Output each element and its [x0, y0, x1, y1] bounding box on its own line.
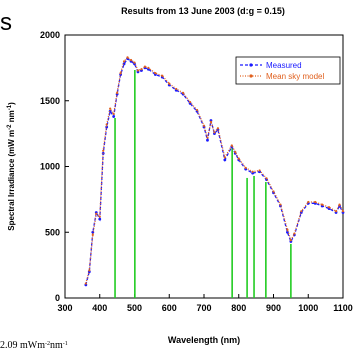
y-tick-label: 0: [55, 293, 60, 303]
data-point: [265, 177, 268, 180]
data-point: [321, 203, 324, 206]
data-point: [213, 131, 216, 134]
data-point: [168, 82, 171, 85]
y-axis-label-part: -2: [7, 124, 13, 130]
data-point: [109, 107, 112, 110]
data-point: [126, 56, 129, 59]
data-point: [116, 91, 119, 94]
data-point: [286, 230, 289, 234]
data-point: [140, 68, 143, 71]
x-tick-label: 1100: [333, 303, 353, 313]
data-point: [216, 127, 219, 130]
data-point: [206, 136, 209, 139]
series-line: [85, 57, 344, 286]
data-point: [341, 210, 345, 213]
data-point: [98, 217, 102, 221]
data-point: [328, 206, 331, 209]
data-point: [272, 190, 275, 193]
y-axis-label-part: -1: [7, 104, 13, 110]
data-point: [136, 69, 140, 72]
data-point: [244, 166, 247, 169]
data-point: [234, 150, 237, 154]
data-point: [195, 108, 199, 112]
data-point: [119, 72, 122, 75]
x-tick-label: 700: [196, 303, 211, 313]
x-axis-label: Wavelength (nm): [168, 335, 240, 345]
x-tick-label: 400: [92, 303, 107, 313]
data-point: [223, 158, 227, 162]
data-point: [338, 203, 341, 206]
x-tick-label: 800: [231, 303, 246, 313]
cropped-text-part: nm: [50, 340, 63, 350]
y-axis-label-part: nm: [7, 110, 16, 124]
data-point: [175, 87, 178, 91]
series-line: [85, 56, 344, 284]
data-point: [182, 91, 185, 94]
data-point: [237, 157, 240, 160]
data-point: [289, 239, 292, 242]
data-point: [98, 215, 101, 218]
y-tick-label: 2000: [40, 30, 60, 40]
data-point: [95, 212, 98, 215]
data-point: [307, 200, 310, 204]
x-tick-label: 900: [266, 303, 281, 313]
legend-label: Measured: [266, 61, 302, 70]
y-tick-label: 1500: [40, 96, 60, 106]
cropped-text: s: [0, 9, 12, 36]
cropped-text-part: -1: [63, 341, 68, 347]
data-point: [112, 115, 116, 118]
data-point: [84, 282, 87, 285]
x-tick-label: 1000: [298, 303, 318, 313]
data-point: [189, 100, 192, 104]
legend-label: Mean sky model: [266, 72, 324, 81]
y-axis-label: Spectral Irradiance (mW m-2 nm-1): [7, 102, 16, 231]
data-point: [223, 156, 226, 159]
data-point: [300, 210, 303, 213]
data-point: [91, 233, 94, 236]
y-axis-label-part: ): [7, 102, 16, 105]
data-point: [314, 200, 317, 204]
data-point: [251, 170, 254, 173]
y-tick-label: 500: [45, 227, 60, 237]
data-point: [279, 203, 282, 206]
data-point: [88, 269, 91, 272]
data-point: [122, 60, 126, 63]
data-point: [129, 58, 133, 62]
data-point: [258, 169, 261, 172]
y-tick-label: 1000: [40, 162, 60, 172]
data-point: [112, 112, 115, 115]
cropped-text-part: -2: [45, 341, 50, 347]
data-point: [143, 65, 147, 68]
legend-swatch-dot: [249, 74, 253, 78]
data-point: [206, 138, 209, 142]
cropped-text: 2.09 mWm-2nm-1: [0, 340, 68, 350]
data-point: [230, 144, 233, 147]
data-point: [202, 124, 206, 127]
data-point: [286, 228, 289, 231]
x-tick-label: 300: [57, 303, 72, 313]
data-point: [154, 72, 157, 75]
chart-title: Results from 13 June 2003 (d:g = 0.15): [121, 6, 285, 16]
y-axis-label-part: Spectral Irradiance (mW m: [7, 130, 16, 231]
cropped-text-part: 2.09 mWm: [0, 340, 45, 350]
x-tick-label: 500: [127, 303, 142, 313]
x-tick-label: 600: [162, 303, 177, 313]
data-point: [161, 74, 164, 77]
data-point: [293, 232, 296, 235]
data-point: [133, 61, 136, 64]
data-point: [105, 123, 108, 126]
data-point: [209, 120, 213, 123]
data-point: [334, 210, 338, 213]
legend-swatch-dot: [249, 63, 253, 67]
data-point: [102, 149, 105, 152]
data-point: [147, 66, 150, 69]
legend-box: [235, 56, 341, 85]
